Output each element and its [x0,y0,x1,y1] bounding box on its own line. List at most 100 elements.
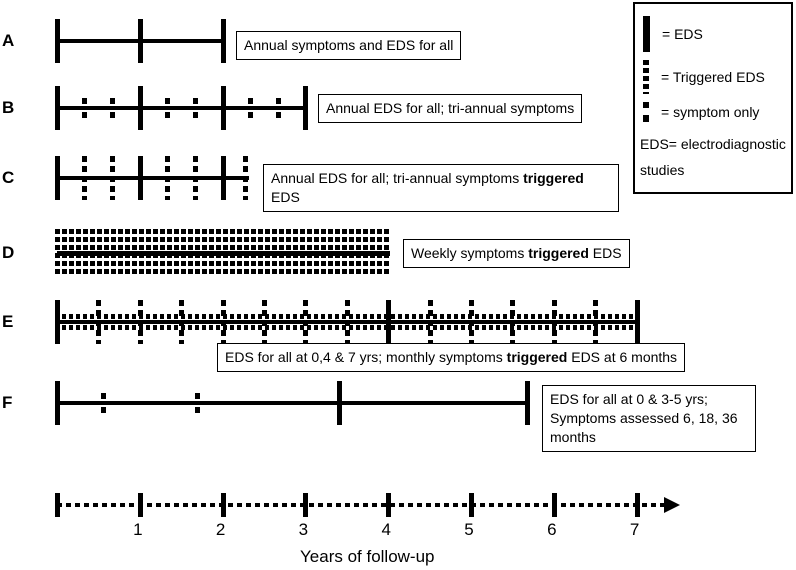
axis-number-6: 6 [547,520,557,539]
eds-mark [137,156,143,200]
symptom-mark [82,98,88,118]
timeline-D [57,251,391,256]
symptom-mark [276,98,282,118]
eds-bar-icon [643,16,650,52]
axis-dotted-line [57,503,664,507]
triggered-eds-mark [242,156,248,200]
triggered-eds-mark [110,156,116,200]
legend-note-line1: EDS= electrodiagnostic [640,136,786,152]
axis-number-7: 7 [629,520,640,539]
axis-tick-year-1 [137,493,143,517]
caption-text: EDS [271,188,300,205]
axis-arrow-icon [664,497,680,513]
caption-C: Annual EDS for all; tri-annual symptoms … [263,164,619,212]
eds-mark [220,156,226,200]
row-label-A: A [2,31,15,50]
eds-mark [137,19,143,63]
row-label-D: D [2,243,15,262]
timeline-C [57,176,250,180]
triggered-eds-mark [220,300,226,344]
axis-number-2: 2 [215,520,226,539]
triggered-eds-mark [82,156,88,200]
caption-text: EDS for all at 0,4 & 7 yrs; monthly symp… [225,349,507,365]
axis-tick-year-6 [551,493,557,517]
axis-tick-year-4 [386,493,392,517]
triggered-eds-mark [137,300,143,344]
triggered-eds-bar-icon [643,60,649,94]
triggered-eds-mark [193,156,199,200]
caption-text: EDS [588,245,622,261]
triggered-eds-mark [96,300,102,344]
eds-mark [55,156,60,200]
triggered-eds-mark [551,300,557,344]
symptom-mark [165,98,171,118]
eds-mark [386,300,392,344]
symptom-mark [193,98,199,118]
eds-mark [303,86,309,130]
legend-box: = EDS = Triggered EDS = symptom only EDS… [633,2,793,194]
axis-tick-year-3 [303,493,309,517]
eds-mark [220,19,226,63]
legend-item-triggered-eds: = Triggered EDS [643,60,765,94]
axis-number-4: 4 [381,520,391,539]
eds-mark [55,19,60,63]
caption-bold-text: triggered [506,349,568,365]
row-label-B: B [2,98,15,117]
eds-mark [336,381,342,425]
triggered-eds-mark [262,300,267,344]
eds-mark [525,381,531,425]
legend-item-eds: = EDS [643,16,703,52]
axis-tick-year-5 [469,493,474,517]
legend-item-symptom-only: = symptom only [643,102,759,122]
axis-number-1: 1 [133,520,143,539]
caption-F: EDS for all at 0 & 3-5 yrs; Symptoms ass… [542,385,756,452]
symptom-mark [247,98,253,118]
axis-tick-year-0 [55,493,60,517]
triggered-eds-mark [303,300,309,344]
triggered-eds-mark [510,300,516,344]
caption-text: Annual EDS for all; tri-annual symptoms [271,170,524,186]
axis-number-3: 3 [298,520,309,539]
caption-E: EDS for all at 0,4 & 7 yrs; monthly symp… [217,343,686,372]
triggered-eds-mark [593,300,599,344]
symptom-only-bar-icon [643,102,649,122]
caption-bold-text: triggered [528,245,589,261]
row-label-C: C [2,168,15,187]
caption-text: Annual symptoms and EDS for all [244,37,454,53]
symptom-mark [110,98,116,118]
caption-text: Weekly symptoms [411,245,529,261]
eds-mark [137,86,143,130]
legend-label-triggered-eds: = Triggered EDS [661,69,765,85]
row-label-F: F [2,393,13,412]
caption-B: Annual EDS for all; tri-annual symptoms [318,94,583,123]
axis-title: Years of follow-up [300,547,435,566]
timeline-F [57,401,530,405]
legend-note-line2: studies [640,162,685,178]
legend-label-symptom-only: = symptom only [661,104,760,120]
timeline-B [57,106,308,110]
axis-tick-year-7 [634,493,640,517]
eds-mark [220,86,226,130]
eds-mark [55,381,60,425]
caption-D: Weekly symptoms triggered EDS [403,239,630,268]
caption-text: EDS for all at 0 & 3-5 yrs; Symptoms ass… [550,391,738,445]
triggered-eds-mark [165,156,171,200]
legend-label-eds: = EDS [662,26,703,42]
triggered-eds-mark [469,300,474,344]
eds-mark [55,86,60,130]
caption-text: Annual EDS for all; tri-annual symptoms [326,100,575,116]
eds-mark [634,300,640,344]
symptom-mark [194,393,200,413]
symptom-mark [101,393,107,413]
triggered-eds-mark [179,300,185,344]
row-label-E: E [2,312,14,331]
caption-A: Annual symptoms and EDS for all [236,31,462,60]
triggered-eds-mark [344,300,350,344]
eds-mark [55,300,60,344]
caption-text: EDS at 6 months [567,349,678,365]
axis-tick-year-2 [220,493,226,517]
axis-number-5: 5 [464,520,474,539]
caption-bold-text: triggered [523,170,584,186]
triggered-eds-mark [427,300,433,344]
